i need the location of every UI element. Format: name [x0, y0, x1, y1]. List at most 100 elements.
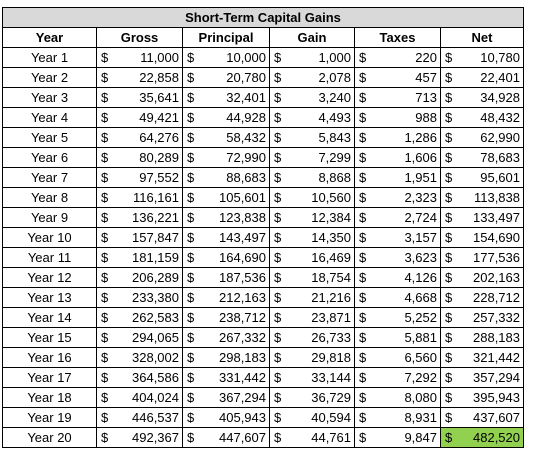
gain-cell[interactable]: $2,078: [269, 67, 355, 88]
principal-cell[interactable]: $267,332: [182, 327, 270, 348]
principal-cell[interactable]: $447,607: [182, 427, 270, 448]
gross-cell[interactable]: $181,159: [96, 247, 183, 268]
net-cell[interactable]: $78,683: [440, 147, 524, 168]
gross-cell[interactable]: $404,024: [96, 387, 183, 408]
header-taxes[interactable]: Taxes: [354, 27, 441, 48]
net-cell[interactable]: $257,332: [440, 307, 524, 328]
net-cell[interactable]: $288,183: [440, 327, 524, 348]
year-cell[interactable]: Year 14: [2, 307, 97, 328]
gross-cell[interactable]: $233,380: [96, 287, 183, 308]
taxes-cell[interactable]: $6,560: [354, 347, 441, 368]
principal-cell[interactable]: $298,183: [182, 347, 270, 368]
year-cell[interactable]: Year 20: [2, 427, 97, 448]
year-cell[interactable]: Year 15: [2, 327, 97, 348]
gross-cell[interactable]: $136,221: [96, 207, 183, 228]
gross-cell[interactable]: $116,161: [96, 187, 183, 208]
net-cell[interactable]: $62,990: [440, 127, 524, 148]
principal-cell[interactable]: $123,838: [182, 207, 270, 228]
taxes-cell[interactable]: $1,286: [354, 127, 441, 148]
gain-cell[interactable]: $23,871: [269, 307, 355, 328]
header-gain[interactable]: Gain: [269, 27, 355, 48]
gain-cell[interactable]: $26,733: [269, 327, 355, 348]
principal-cell[interactable]: $32,401: [182, 87, 270, 108]
principal-cell[interactable]: $105,601: [182, 187, 270, 208]
principal-cell[interactable]: $238,712: [182, 307, 270, 328]
gain-cell[interactable]: $18,754: [269, 267, 355, 288]
gain-cell[interactable]: $8,868: [269, 167, 355, 188]
principal-cell[interactable]: $164,690: [182, 247, 270, 268]
header-year[interactable]: Year: [2, 27, 97, 48]
net-cell[interactable]: $177,536: [440, 247, 524, 268]
year-cell[interactable]: Year 10: [2, 227, 97, 248]
gross-cell[interactable]: $97,552: [96, 167, 183, 188]
gross-cell[interactable]: $262,583: [96, 307, 183, 328]
header-gross[interactable]: Gross: [96, 27, 183, 48]
header-net[interactable]: Net: [440, 27, 524, 48]
net-cell[interactable]: $22,401: [440, 67, 524, 88]
net-cell[interactable]: $34,928: [440, 87, 524, 108]
net-cell[interactable]: $437,607: [440, 407, 524, 428]
net-cell[interactable]: $482,520: [440, 427, 524, 448]
year-cell[interactable]: Year 16: [2, 347, 97, 368]
gain-cell[interactable]: $16,469: [269, 247, 355, 268]
year-cell[interactable]: Year 7: [2, 167, 97, 188]
gain-cell[interactable]: $4,493: [269, 107, 355, 128]
taxes-cell[interactable]: $4,126: [354, 267, 441, 288]
net-cell[interactable]: $154,690: [440, 227, 524, 248]
gross-cell[interactable]: $80,289: [96, 147, 183, 168]
net-cell[interactable]: $395,943: [440, 387, 524, 408]
taxes-cell[interactable]: $2,724: [354, 207, 441, 228]
gain-cell[interactable]: $44,761: [269, 427, 355, 448]
taxes-cell[interactable]: $4,668: [354, 287, 441, 308]
taxes-cell[interactable]: $1,606: [354, 147, 441, 168]
taxes-cell[interactable]: $9,847: [354, 427, 441, 448]
net-cell[interactable]: $202,163: [440, 267, 524, 288]
gain-cell[interactable]: $29,818: [269, 347, 355, 368]
year-cell[interactable]: Year 6: [2, 147, 97, 168]
principal-cell[interactable]: $88,683: [182, 167, 270, 188]
header-principal[interactable]: Principal: [182, 27, 270, 48]
taxes-cell[interactable]: $1,951: [354, 167, 441, 188]
taxes-cell[interactable]: $5,881: [354, 327, 441, 348]
gain-cell[interactable]: $7,299: [269, 147, 355, 168]
gross-cell[interactable]: $64,276: [96, 127, 183, 148]
gain-cell[interactable]: $3,240: [269, 87, 355, 108]
gain-cell[interactable]: $36,729: [269, 387, 355, 408]
gross-cell[interactable]: $328,002: [96, 347, 183, 368]
gross-cell[interactable]: $492,367: [96, 427, 183, 448]
taxes-cell[interactable]: $457: [354, 67, 441, 88]
gain-cell[interactable]: $14,350: [269, 227, 355, 248]
taxes-cell[interactable]: $7,292: [354, 367, 441, 388]
principal-cell[interactable]: $331,442: [182, 367, 270, 388]
gain-cell[interactable]: $33,144: [269, 367, 355, 388]
taxes-cell[interactable]: $3,157: [354, 227, 441, 248]
gross-cell[interactable]: $35,641: [96, 87, 183, 108]
net-cell[interactable]: $95,601: [440, 167, 524, 188]
year-cell[interactable]: Year 17: [2, 367, 97, 388]
net-cell[interactable]: $357,294: [440, 367, 524, 388]
gross-cell[interactable]: $294,065: [96, 327, 183, 348]
year-cell[interactable]: Year 1: [2, 47, 97, 68]
net-cell[interactable]: $10,780: [440, 47, 524, 68]
net-cell[interactable]: $228,712: [440, 287, 524, 308]
year-cell[interactable]: Year 18: [2, 387, 97, 408]
gain-cell[interactable]: $12,384: [269, 207, 355, 228]
gross-cell[interactable]: $206,289: [96, 267, 183, 288]
year-cell[interactable]: Year 4: [2, 107, 97, 128]
year-cell[interactable]: Year 9: [2, 207, 97, 228]
taxes-cell[interactable]: $713: [354, 87, 441, 108]
taxes-cell[interactable]: $3,623: [354, 247, 441, 268]
net-cell[interactable]: $133,497: [440, 207, 524, 228]
taxes-cell[interactable]: $988: [354, 107, 441, 128]
taxes-cell[interactable]: $8,080: [354, 387, 441, 408]
net-cell[interactable]: $113,838: [440, 187, 524, 208]
principal-cell[interactable]: $44,928: [182, 107, 270, 128]
year-cell[interactable]: Year 2: [2, 67, 97, 88]
gain-cell[interactable]: $21,216: [269, 287, 355, 308]
year-cell[interactable]: Year 8: [2, 187, 97, 208]
principal-cell[interactable]: $143,497: [182, 227, 270, 248]
principal-cell[interactable]: $58,432: [182, 127, 270, 148]
gross-cell[interactable]: $157,847: [96, 227, 183, 248]
taxes-cell[interactable]: $2,323: [354, 187, 441, 208]
gross-cell[interactable]: $49,421: [96, 107, 183, 128]
